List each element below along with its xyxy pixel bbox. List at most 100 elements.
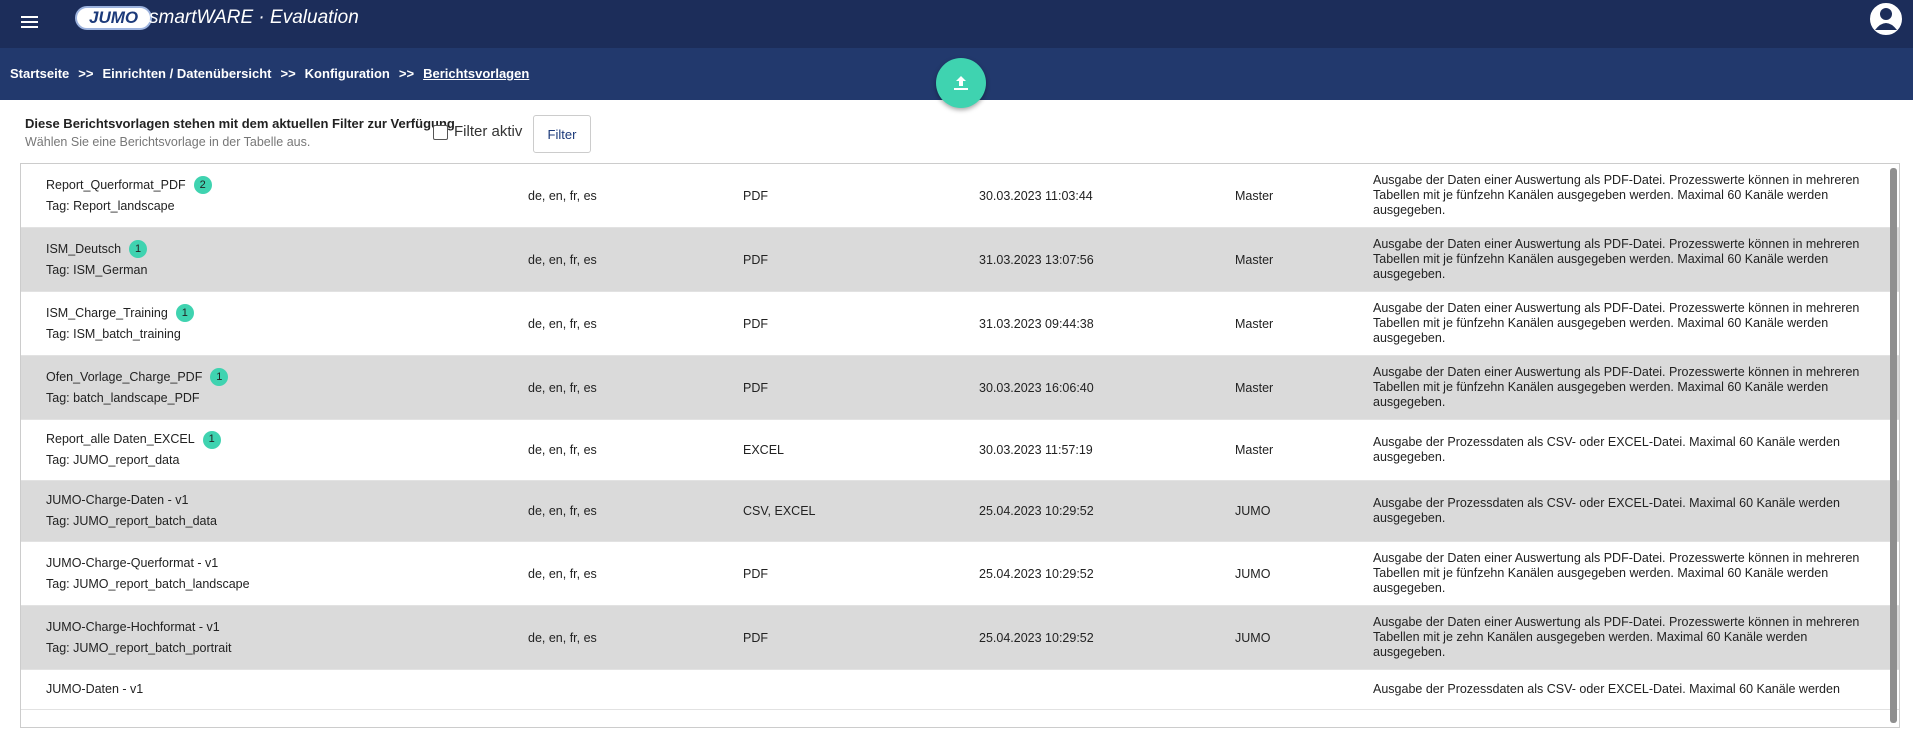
template-name: ISM_Charge_Training — [46, 305, 168, 320]
author-cell: JUMO — [1235, 566, 1271, 581]
description-cell: Ausgabe der Daten einer Auswertung als P… — [1373, 551, 1860, 595]
breadcrumb-item[interactable]: Konfiguration — [304, 66, 390, 81]
changed-cell: 30.03.2023 11:57:19 — [979, 443, 1093, 457]
name-cell: Report_alle Daten_EXCEL 1 Tag: JUMO_report… — [44, 420, 526, 480]
name-line: JUMO-Daten - v1 — [46, 679, 526, 700]
template-tag: Tag: ISM_batch_training — [46, 326, 181, 341]
template-name: Ofen_Vorlage_Charge_PDF — [46, 369, 203, 384]
formats-cell: CSV, EXCEL — [743, 504, 816, 518]
formats-cell: PDF — [743, 566, 768, 581]
breadcrumb-separator: >> — [78, 66, 94, 81]
description-cell: Ausgabe der Prozessdaten als CSV- oder E… — [1373, 682, 1840, 696]
languages-cell: de, en, fr, es — [528, 316, 597, 331]
table-row[interactable]: JUMO-Charge-Daten - v1 Tag: JUMO_report_b… — [21, 481, 1899, 542]
formats-cell — [741, 681, 977, 699]
name-cell: JUMO-Daten - v1 — [44, 670, 526, 709]
changed-cell: 25.04.2023 10:29:52 — [979, 504, 1094, 518]
menu-button[interactable] — [19, 13, 41, 31]
description-cell: Ausgabe der Daten einer Auswertung als P… — [1373, 615, 1860, 659]
badge: 1 — [210, 368, 229, 387]
template-tag: Tag: JUMO_report_batch_portrait — [46, 640, 232, 655]
template-name: Report_Querformat_PDF — [46, 177, 186, 192]
table-row[interactable]: JUMO-Charge-Querformat - v1 Tag: JUMO_rep… — [21, 542, 1899, 606]
languages-cell: de, en, fr, es — [528, 504, 597, 518]
table-row[interactable]: Report_Querformat_PDF 2 Tag: Report_landsc… — [21, 164, 1899, 228]
name-cell: ISM_Charge_Training 1 Tag: ISM_batch_train… — [44, 294, 526, 354]
languages-cell: de, en, fr, es — [528, 566, 597, 581]
filter-checkbox[interactable] — [433, 125, 448, 140]
table-header: BerichtsvorlagenSprachenDateiformateGeän… — [21, 710, 1899, 727]
name-line: Ofen_Vorlage_Charge_PDF 1 — [46, 367, 526, 388]
app-name: smartWARE · Evaluation — [149, 7, 359, 28]
author-cell — [1233, 681, 1371, 699]
name-cell: JUMO-Charge-Querformat - v1 Tag: JUMO_rep… — [44, 544, 526, 604]
formats-cell: PDF — [743, 316, 768, 331]
author-cell: JUMO — [1235, 630, 1271, 645]
formats-cell: PDF — [743, 630, 768, 645]
table-row[interactable]: JUMO-Charge-Hochformat - v1 Tag: JUMO_rep… — [21, 606, 1899, 670]
name-line: ISM_Deutsch 1 — [46, 239, 526, 260]
badge: 2 — [193, 176, 212, 195]
upload-button[interactable] — [936, 58, 986, 108]
breadcrumb-separator: >> — [398, 66, 415, 81]
description-cell: Ausgabe der Prozessdaten als CSV- oder E… — [1373, 496, 1840, 525]
top-bar: JUMO smartWARE · Evaluation — [0, 0, 1913, 48]
template-table: Report_Querformat_PDF 2 Tag: Report_landsc… — [20, 163, 1900, 728]
changed-cell: 30.03.2023 11:03:44 — [979, 188, 1093, 203]
template-name: Report_alle Daten_EXCEL — [46, 432, 195, 446]
languages-cell: de, en, fr, es — [528, 630, 597, 645]
template-tag: Tag: batch_landscape_PDF — [46, 390, 200, 405]
name-line: ISM_Charge_Training 1 — [46, 303, 526, 324]
breadcrumb-item[interactable]: Berichtsvorlagen — [423, 66, 530, 81]
table-row[interactable]: Report_alle Daten_EXCEL 1 Tag: JUMO_report… — [21, 420, 1899, 481]
formats-cell: PDF — [743, 252, 768, 267]
name-line: JUMO-Charge-Hochformat - v1 — [46, 617, 526, 638]
changed-cell: 31.03.2023 13:07:56 — [979, 252, 1094, 267]
formats-cell: PDF — [743, 188, 768, 203]
filter-checkbox-label[interactable]: Filter aktiv — [454, 123, 523, 140]
intro-subtitle: Wählen Sie eine Berichtsvorlage in der T… — [25, 135, 311, 149]
description-cell: Ausgabe der Daten einer Auswertung als P… — [1373, 365, 1860, 409]
intro-title: Diese Berichtsvorlagen stehen mit dem ak… — [25, 116, 455, 131]
scrollbar[interactable] — [1890, 168, 1897, 723]
changed-cell — [977, 681, 1233, 699]
filter-button[interactable]: Filter — [533, 115, 591, 153]
description-cell: Ausgabe der Daten einer Auswertung als P… — [1373, 237, 1860, 281]
changed-cell: 31.03.2023 09:44:38 — [979, 316, 1094, 331]
breadcrumb: Startseite >> Einrichten / Datenübersicht >… — [10, 66, 529, 81]
breadcrumb-item[interactable]: Startseite — [10, 66, 70, 81]
breadcrumb-separator: >> — [280, 66, 296, 81]
table-row[interactable]: ISM_Charge_Training 1 Tag: ISM_batch_train… — [21, 292, 1899, 356]
name-cell: JUMO-Charge-Hochformat - v1 Tag: JUMO_rep… — [44, 608, 526, 668]
template-tag: Tag: JUMO_report_data — [46, 453, 180, 467]
template-tag: Tag: ISM_German — [46, 262, 148, 277]
breadcrumb-item[interactable]: Einrichten / Datenübersicht — [102, 66, 272, 81]
table-row[interactable]: Ofen_Vorlage_Charge_PDF 1 Tag: batch_lands… — [21, 356, 1899, 420]
formats-cell: PDF — [743, 380, 768, 395]
badge: 1 — [175, 304, 194, 323]
author-cell: Master — [1235, 188, 1274, 203]
template-tag: Tag: JUMO_report_batch_landscape — [46, 576, 250, 591]
description-cell: Ausgabe der Daten einer Auswertung als P… — [1373, 301, 1860, 345]
name-line: JUMO-Charge-Querformat - v1 — [46, 553, 526, 574]
table-row[interactable]: JUMO-Daten - v1 Ausgabe der Prozessdaten … — [21, 670, 1899, 710]
author-cell: Master — [1235, 252, 1274, 267]
badge: 1 — [129, 240, 148, 259]
author-cell: Master — [1235, 316, 1274, 331]
changed-cell: 30.03.2023 16:06:40 — [979, 380, 1094, 395]
name-cell: JUMO-Charge-Daten - v1 Tag: JUMO_report_b… — [44, 481, 526, 541]
template-name: ISM_Deutsch — [46, 241, 122, 256]
template-name: JUMO-Charge-Daten - v1 — [46, 493, 189, 507]
template-name: JUMO-Daten - v1 — [46, 682, 144, 696]
user-avatar[interactable] — [1866, 0, 1906, 40]
languages-cell: de, en, fr, es — [528, 188, 597, 203]
languages-cell: de, en, fr, es — [528, 252, 597, 267]
description-cell: Ausgabe der Daten einer Auswertung als P… — [1373, 173, 1860, 217]
name-cell: Report_Querformat_PDF 2 Tag: Report_landsc… — [44, 166, 526, 226]
changed-cell: 25.04.2023 10:29:52 — [979, 630, 1094, 645]
table-row[interactable]: ISM_Deutsch 1 Tag: ISM_German de, en, fr, e… — [21, 228, 1899, 292]
changed-cell: 25.04.2023 10:29:52 — [979, 566, 1094, 581]
template-tag: Tag: Report_landscape — [46, 198, 175, 213]
badge: 1 — [202, 430, 221, 449]
